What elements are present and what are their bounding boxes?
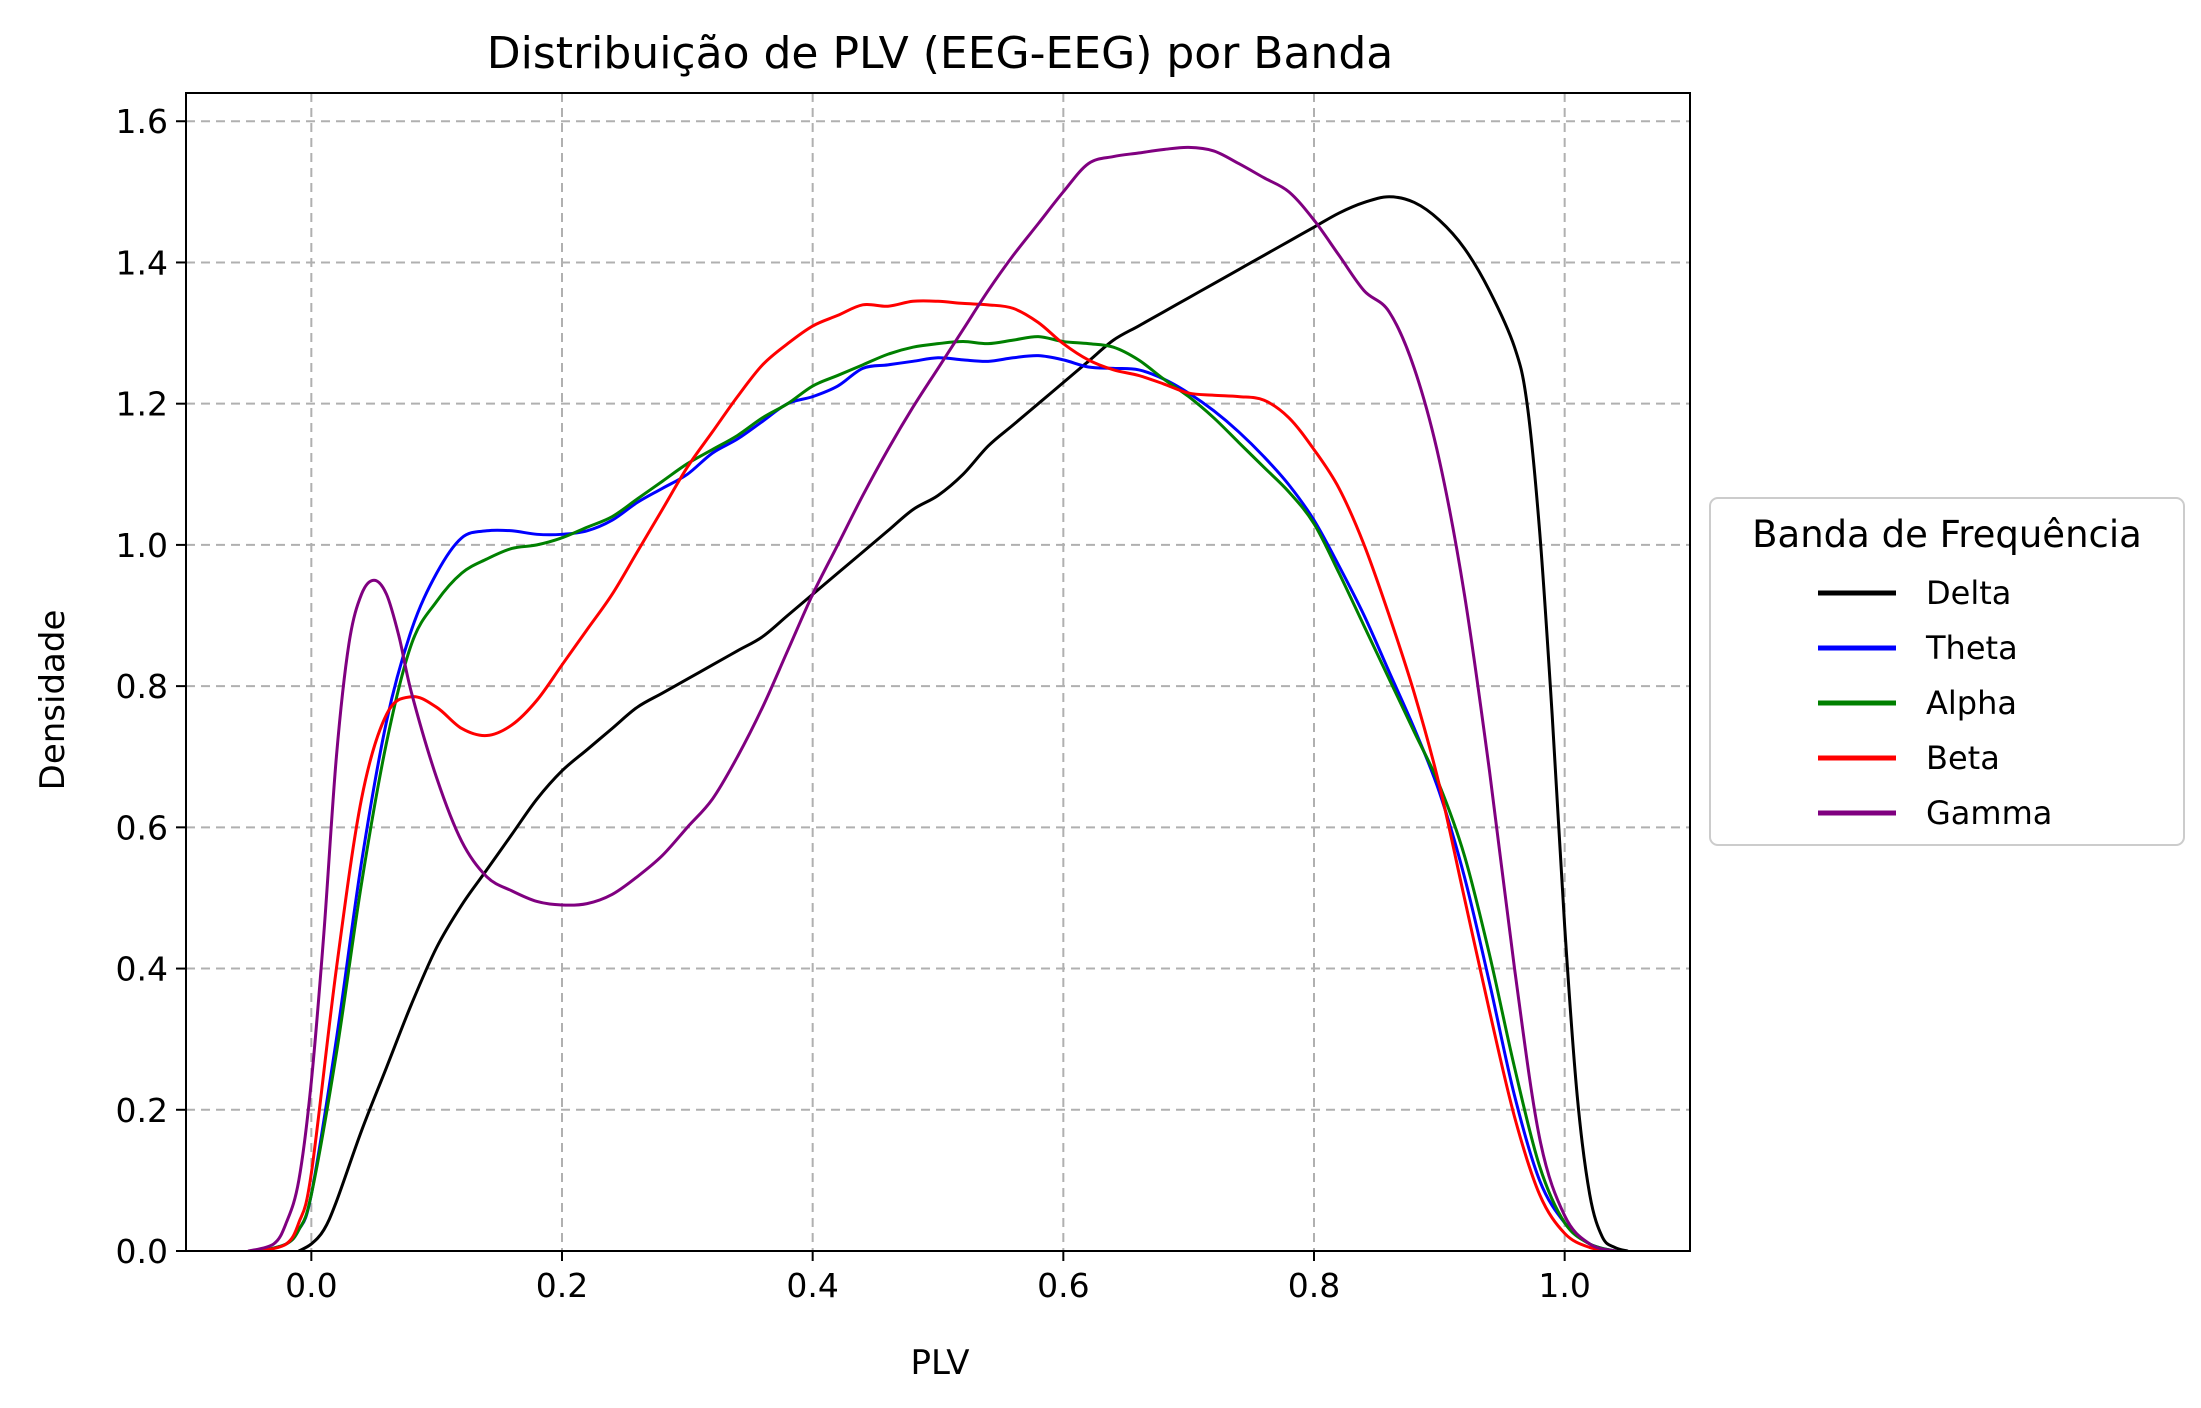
legend-label: Beta [1926, 739, 2000, 777]
y-tick-label: 1.2 [116, 385, 168, 424]
x-tick-label: 0.4 [786, 1266, 838, 1305]
y-tick-label: 0.0 [116, 1232, 168, 1271]
x-tick-label: 0.8 [1288, 1266, 1340, 1305]
series-line-gamma [247, 145, 1617, 1251]
y-axis-ticks: 0.0 0.2 0.4 0.6 0.8 1.0 1.2 1.4 1.6 [116, 102, 186, 1271]
y-tick-label: 0.8 [116, 667, 168, 706]
y-tick-label: 0.6 [116, 808, 168, 847]
legend-entry-beta: Beta [1818, 739, 2000, 777]
legend-entry-gamma: Gamma [1818, 794, 2052, 832]
y-tick-label: 1.0 [116, 526, 168, 565]
x-tick-label: 0.6 [1037, 1266, 1089, 1305]
y-tick-label: 0.2 [116, 1091, 168, 1130]
x-tick-label: 0.2 [536, 1266, 588, 1305]
legend-entries: Delta Theta Alpha Beta Gamma [1818, 574, 2052, 832]
legend-label: Theta [1925, 629, 2018, 667]
series-line-beta [259, 299, 1617, 1251]
y-tick-label: 1.4 [116, 243, 168, 282]
y-tick-label: 0.4 [116, 950, 168, 989]
x-tick-label: 0.0 [285, 1266, 337, 1305]
legend-title: Banda de Frequência [1752, 513, 2142, 556]
legend-entry-theta: Theta [1818, 629, 2018, 667]
x-tick-label: 1.0 [1538, 1266, 1590, 1305]
plot-frame [185, 92, 1691, 1252]
series-group [247, 145, 1629, 1251]
y-tick-label: 1.6 [116, 102, 168, 141]
series-line-delta [297, 195, 1629, 1251]
x-axis-label: PLV [911, 1343, 970, 1383]
legend-label: Gamma [1926, 794, 2052, 832]
y-axis-label: Densidade [33, 610, 73, 791]
series-line-alpha [259, 335, 1617, 1251]
legend-label: Alpha [1926, 684, 2017, 722]
legend-entry-alpha: Alpha [1818, 684, 2017, 722]
legend-label: Delta [1926, 574, 2011, 612]
legend-entry-delta: Delta [1818, 574, 2011, 612]
chart-title: Distribuição de PLV (EEG-EEG) por Banda [487, 28, 1393, 79]
grid [186, 93, 1690, 1252]
legend: Banda de Frequência Delta Theta Alpha Beta G… [1709, 497, 2185, 846]
x-axis-ticks: 0.0 0.2 0.4 0.6 0.8 1.0 [285, 1251, 1591, 1305]
series-line-theta [259, 354, 1617, 1251]
